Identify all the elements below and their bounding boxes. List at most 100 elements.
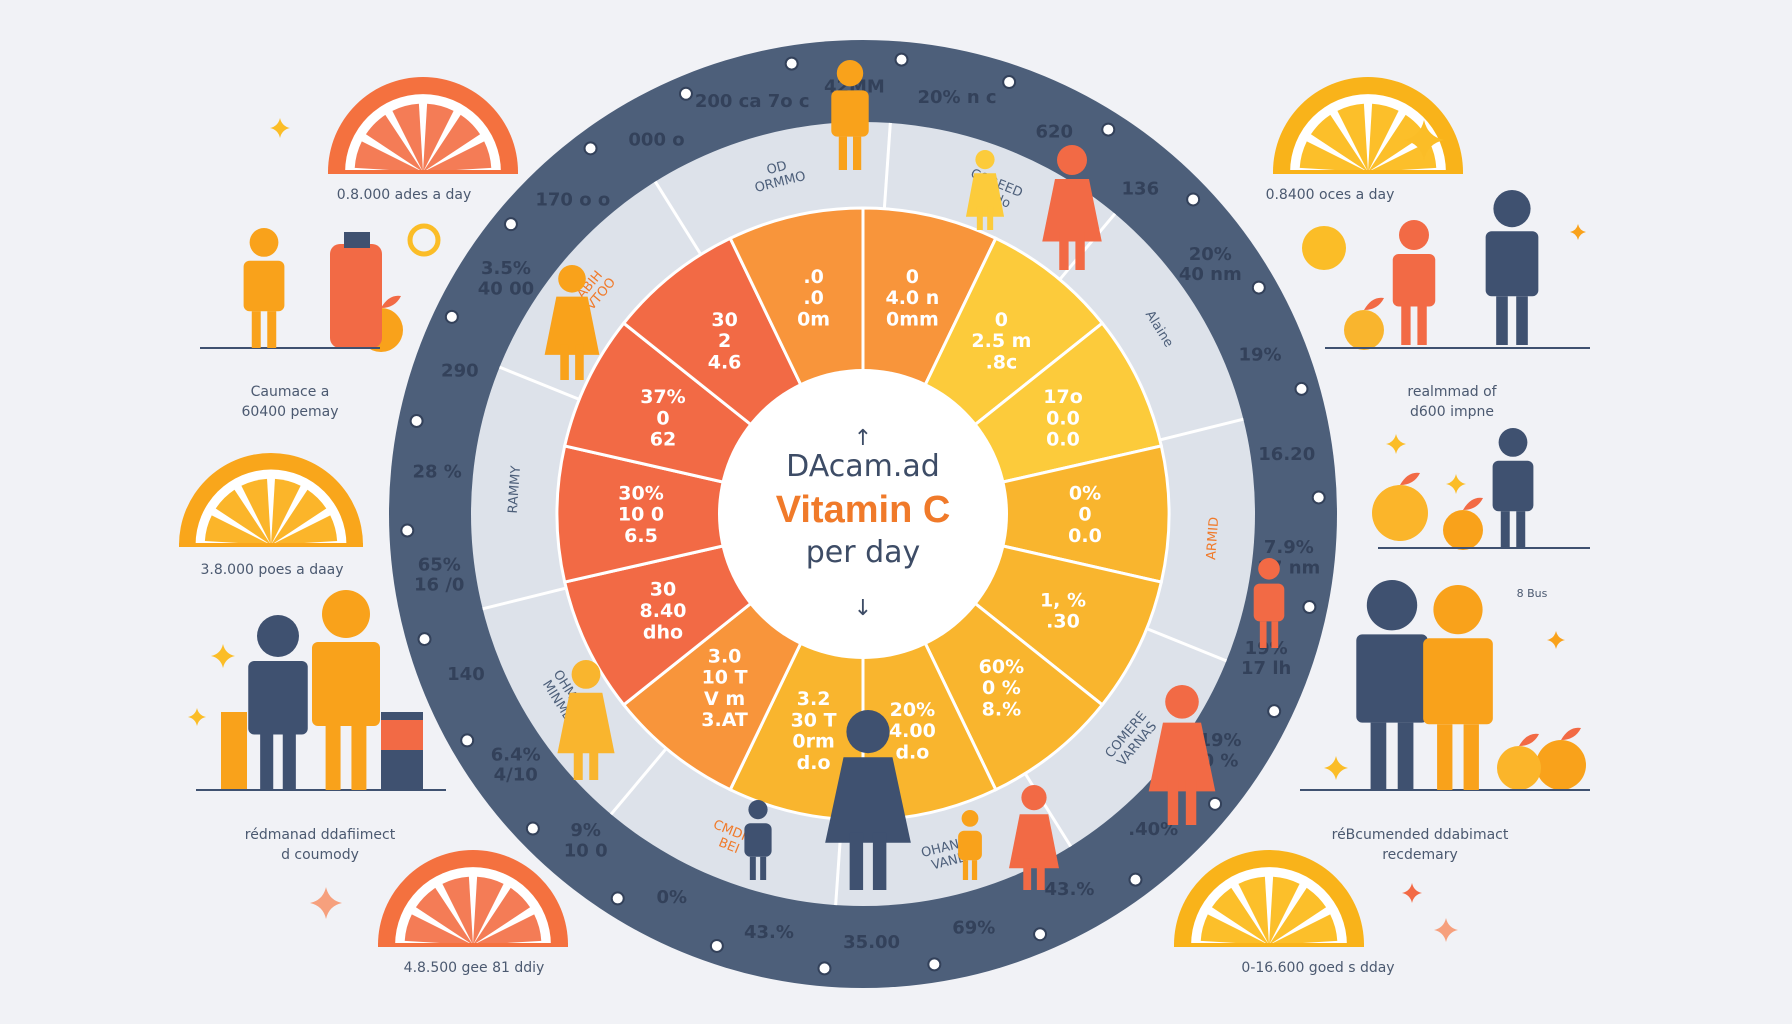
outer-ring-label: 136: [1122, 178, 1160, 199]
ring-dot: [525, 821, 540, 836]
outer-ring-label: 20% 40 nm: [1179, 244, 1242, 285]
ring-dot: [1294, 381, 1309, 396]
outer-ring-label: .40%: [1128, 819, 1178, 840]
sun-icon: [407, 223, 441, 257]
outer-ring-label: 20% n c: [917, 87, 996, 108]
citrus-slice-icon: [179, 453, 363, 547]
ring-dot: [1128, 872, 1143, 887]
person-icon: [958, 810, 982, 880]
person-icon: [557, 660, 615, 780]
ring-divider: [882, 122, 892, 209]
outer-ring-label: 000 o: [628, 129, 684, 150]
person-icon: [248, 615, 308, 790]
sparkle-icon: [188, 708, 206, 726]
pie-slice: [862, 444, 1171, 584]
person-icon: [1392, 220, 1436, 345]
sparkle-icon: [310, 887, 342, 919]
outer-ring-label: 3.5% 40 00: [478, 258, 534, 299]
ring-dot: [1267, 704, 1282, 719]
outer-ring-label: 9% 10 0: [564, 820, 608, 861]
sun-icon: [1302, 226, 1346, 270]
caption-top-right: 0.8400 oces a day: [1265, 187, 1395, 203]
person-icon: [243, 228, 285, 348]
ring-dot: [444, 309, 459, 324]
sparkle-icon: [1324, 756, 1348, 780]
person-icon: [1148, 685, 1216, 825]
outer-ring-label: 19%: [1239, 345, 1282, 366]
person-icon: [1009, 785, 1059, 890]
person-icon: [312, 590, 380, 790]
outer-ring-label: 43.%: [1045, 879, 1095, 900]
center-title-line3: per day: [806, 535, 921, 570]
person-icon: [831, 59, 869, 170]
person-icon: [1492, 428, 1534, 548]
slice-label: 1, % .30: [1040, 589, 1086, 632]
sparkle-icon: [1386, 434, 1406, 454]
slice-label: 20% 4.00 d.o: [889, 699, 936, 764]
slice-label: 3.2 30 T 0rm d.o: [791, 688, 837, 774]
ring-dot: [1311, 490, 1326, 505]
outer-ring-label: 65% 16 /0: [414, 554, 464, 595]
jar-label: [381, 720, 423, 750]
ring-dot: [1251, 280, 1266, 295]
jar-icon: [221, 712, 247, 790]
slice-label: 60% 0 % 8.%: [979, 656, 1024, 721]
center-title-line1: DAcam.ad: [786, 449, 940, 484]
sparkle-icon: [1570, 224, 1586, 240]
slice-label: 0% 0 0.0: [1068, 482, 1102, 547]
caption-left-mid1: Caumace a 60400 pemay: [241, 384, 339, 421]
slice-label: 0 4.0 n 0mm: [885, 266, 939, 331]
ring-divider: [1058, 212, 1117, 281]
inner-ring-label: RAMMY: [506, 465, 524, 514]
orange-fruit-icon: [1372, 472, 1428, 541]
outer-ring-label: 43.%: [744, 922, 794, 943]
ring-dot: [583, 141, 598, 156]
slice-label: 37% 0 62: [640, 386, 685, 451]
outer-ring-label: 35.00: [843, 932, 900, 953]
orange-fruit-icon: [1443, 497, 1483, 550]
ring-divider: [1159, 417, 1244, 442]
person-icon: [1042, 145, 1102, 270]
slice-label: 0 2.5 m .8c: [971, 309, 1031, 374]
sparkle-icon: [1547, 631, 1565, 649]
caption-left-mid2: 3.8.000 poes a daay: [200, 562, 344, 578]
orange-fruit-icon: [1344, 297, 1384, 350]
person-icon: [1356, 580, 1428, 790]
outer-ring-label: 19% 0 %: [1199, 730, 1242, 771]
ring-divider: [653, 180, 703, 256]
ring-divider: [482, 586, 567, 611]
ring-dot: [503, 217, 518, 232]
arrow-down-icon: ↓: [854, 596, 872, 621]
person-icon: [965, 150, 1005, 230]
sparkle-icon: [1402, 883, 1422, 903]
slice-label: 30 2 4.6: [708, 309, 742, 374]
sparkle-icon: [1434, 918, 1458, 942]
outer-ring-label: 16.20: [1258, 444, 1315, 465]
arrow-up-icon: ↑: [854, 426, 872, 451]
caption-bottom-right: 0-16.600 goed s dday: [1241, 960, 1395, 976]
outer-ring-label: 620: [1035, 121, 1073, 142]
sparkle-icon: [211, 644, 235, 668]
ring-dot: [460, 733, 475, 748]
caption-right-mid1: realmmad of d600 impne: [1407, 384, 1497, 421]
pie-slice: [555, 444, 864, 584]
outer-ring-label: 69%: [952, 918, 995, 939]
slice-label: 30 8.40 dho: [640, 579, 687, 644]
sparkle-icon: [1404, 120, 1444, 160]
person-icon: [825, 710, 911, 890]
ring-dot: [927, 957, 942, 972]
ring-dot: [709, 938, 724, 953]
caption-bottom-left: 4.8.500 gee 81 ddiy: [403, 960, 545, 976]
outer-ring-label: 0%: [656, 887, 687, 908]
ring-dot: [1033, 927, 1048, 942]
ring-dot: [1101, 122, 1116, 137]
person-icon: [1485, 190, 1539, 345]
caption-right-bottom: réBcumended ddabimact recdemary: [1331, 827, 1509, 864]
center-disc: [718, 369, 1008, 659]
ring-dot: [610, 891, 625, 906]
center-title-line2: Vitamin C: [776, 489, 951, 531]
bottle-icon: [330, 244, 382, 348]
citrus-slice-icon: [378, 850, 568, 947]
ring-dot: [1002, 75, 1017, 90]
